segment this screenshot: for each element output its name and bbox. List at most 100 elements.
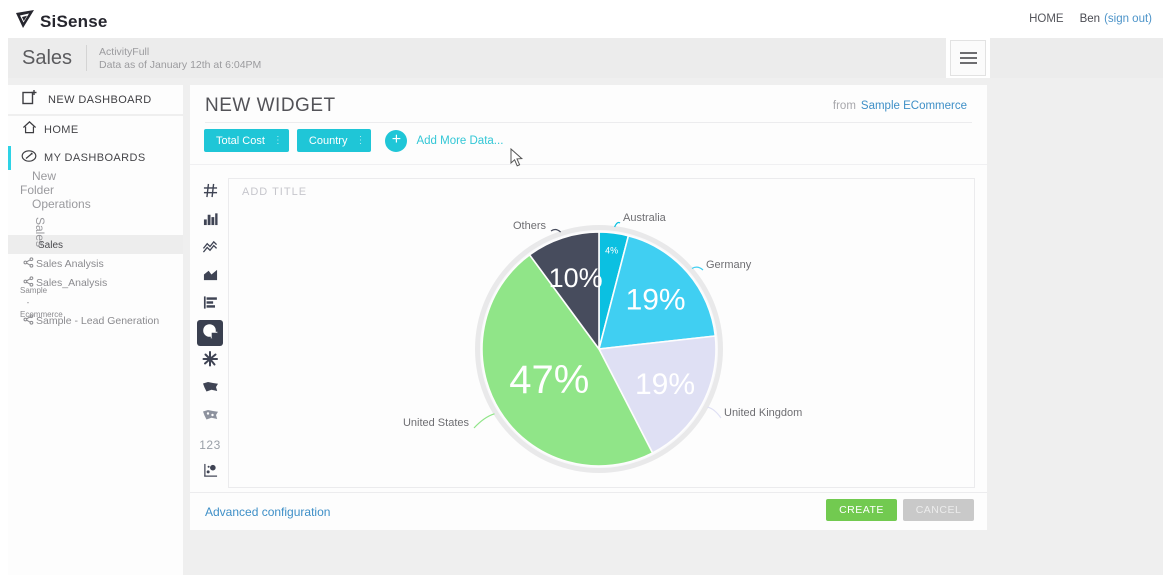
dashboard-title: Sales — [22, 46, 73, 69]
from-label: from — [832, 100, 856, 112]
signout-link[interactable]: (sign out) — [1104, 13, 1152, 25]
chevron-down-icon[interactable]: Sales — [33, 216, 47, 247]
cancel-button[interactable]: CANCEL — [903, 499, 974, 521]
scatter-chart-icon — [203, 463, 218, 483]
share-icon — [20, 313, 36, 328]
chip-menu-icon[interactable]: ⋮ — [355, 135, 366, 146]
chart-type-polar[interactable] — [196, 347, 224, 375]
chart-type-scatter[interactable] — [196, 459, 224, 487]
chart-type-line[interactable] — [196, 235, 224, 263]
sidebar-item-sample-lead-generation[interactable]: Sample - Lead Generation — [8, 311, 183, 330]
datasource-name: ActivityFull — [99, 46, 150, 58]
sidebar-item-sales[interactable]: Sales — [8, 235, 183, 254]
user-name: Ben — [1079, 13, 1101, 25]
sidebar-item-my-dashboards[interactable]: MY DASHBOARDS — [8, 144, 183, 172]
chart-type-bar[interactable] — [196, 291, 224, 319]
map-chart-icon — [202, 380, 219, 398]
user-menu: Ben (sign out) — [1080, 13, 1152, 25]
new-dashboard-icon — [14, 89, 44, 110]
pie-chart: 4% 19% 19% 47% 10% — [473, 221, 723, 473]
new-dashboard-label: NEW DASHBOARD — [48, 93, 152, 106]
bar-chart-icon — [203, 295, 218, 315]
pie-percent-label: 19% — [635, 368, 695, 401]
divider — [190, 164, 987, 165]
top-bar: SiSense HOME Ben (sign out) — [0, 0, 1170, 38]
pie-percent-label: 10% — [549, 263, 603, 293]
sidebar-item-sales-analysis[interactable]: Sales_Analysis — [8, 273, 183, 292]
pie-category-label-germany: Germany — [706, 259, 752, 271]
pie-percent-label: 4% — [605, 245, 618, 255]
chart-type-scatter-map[interactable] — [196, 403, 224, 431]
pie-percent-label: 19% — [626, 284, 686, 317]
new-widget-editor: NEW WIDGET from Sample ECommerce Total Co… — [190, 85, 987, 530]
dashboard-header-bar: Sales ActivityFull Data as of January 12… — [8, 38, 946, 78]
data-refresh-time: Data as of January 12th at 6:04PM — [99, 59, 262, 71]
pie-connector — [614, 221, 621, 228]
chevron-right-icon[interactable]: New Folder — [20, 168, 57, 197]
data-fields-row: Total Cost ⋮ Country ⋮ + Add More Data... — [204, 129, 503, 152]
advanced-configuration-link[interactable]: Advanced configuration — [205, 505, 331, 519]
home-link[interactable]: HOME — [1029, 13, 1064, 25]
sidebar-item-sales-analysis[interactable]: Sales Analysis — [8, 254, 183, 273]
add-more-data-link[interactable]: Add More Data... — [416, 134, 504, 147]
new-dashboard-button[interactable]: NEW DASHBOARD — [8, 85, 183, 114]
active-indicator — [8, 146, 11, 170]
pie-connector — [707, 406, 722, 419]
dashboard-header-bar-right — [990, 38, 1163, 78]
pie-connector — [473, 413, 495, 429]
chart-type-area[interactable] — [196, 263, 224, 291]
bullet-icon: Sales — [38, 239, 64, 251]
indicator-icon: 123 — [199, 438, 221, 452]
share-icon — [20, 275, 36, 290]
chart-type-pivot[interactable] — [196, 179, 224, 207]
pie-category-label-australia: Australia — [623, 212, 666, 224]
sisense-logo-icon — [14, 8, 36, 35]
sidebar-item-operations[interactable]: Operations — [8, 193, 183, 214]
chart-type-column: 123 — [193, 179, 227, 487]
pie-category-label-united-states: United States — [402, 417, 469, 429]
create-button[interactable]: CREATE — [826, 499, 897, 521]
pie-chart-icon — [202, 323, 218, 344]
header-divider — [86, 45, 88, 71]
field-chip-total-cost[interactable]: Total Cost ⋮ — [204, 129, 289, 152]
sidebar-item-new-folder[interactable]: New Folder — [8, 169, 183, 197]
sidebar-item-sample-ecommerce[interactable]: Sample - Ecommerce — [8, 286, 183, 319]
datasource-selector: from Sample ECommerce — [833, 100, 967, 112]
pie-category-label-others: Others — [512, 220, 546, 232]
sisense-logo[interactable]: SiSense — [14, 8, 108, 35]
pie-slice-united-states[interactable] — [481, 253, 654, 467]
area-chart-icon — [203, 267, 218, 287]
topbar-links: HOME Ben (sign out) — [1029, 0, 1152, 38]
hamburger-icon — [959, 52, 977, 54]
datasource-info: ActivityFull Data as of January 12th at … — [99, 44, 261, 72]
chart-type-indicator[interactable]: 123 — [196, 431, 224, 459]
chip-menu-icon[interactable]: ⋮ — [272, 135, 283, 146]
chart-type-map[interactable] — [196, 375, 224, 403]
sidebar-item-home[interactable]: HOME — [8, 116, 183, 144]
datasource-link[interactable]: Sample ECommerce — [860, 100, 967, 112]
add-data-button[interactable]: + — [385, 129, 408, 152]
polar-chart-icon — [202, 350, 218, 372]
widget-title-input[interactable]: ADD TITLE — [242, 186, 308, 198]
share-icon — [20, 256, 36, 271]
line-chart-icon — [202, 239, 218, 259]
divider — [205, 122, 972, 123]
pivot-chart-icon — [203, 183, 218, 203]
chart-type-pie-selected[interactable] — [197, 320, 223, 346]
pie-slice-united-kingdom[interactable] — [597, 335, 717, 455]
divider — [190, 492, 987, 493]
widget-preview-panel: ADD TITLE 4% 19% 19% 47% 10% Australia German… — [228, 178, 975, 488]
pie-slice-others[interactable] — [528, 231, 600, 352]
pie-slice-germany[interactable] — [597, 234, 717, 350]
circle-icon: Sample - Ecommerce — [20, 285, 63, 319]
sidebar-item-sales[interactable]: Sales — [8, 214, 183, 247]
chart-type-column[interactable] — [196, 207, 224, 235]
menu-button[interactable] — [950, 40, 986, 76]
chevron-right-icon[interactable]: Operations — [32, 196, 91, 211]
logo-text: SiSense — [40, 11, 108, 31]
dashboards-icon — [14, 149, 44, 168]
field-chip-country[interactable]: Country ⋮ — [296, 129, 372, 152]
sidebar: HOME MY DASHBOARDS New Folder Operations Sal… — [8, 116, 183, 575]
home-icon — [14, 120, 44, 140]
scatter-map-chart-icon — [202, 408, 219, 426]
